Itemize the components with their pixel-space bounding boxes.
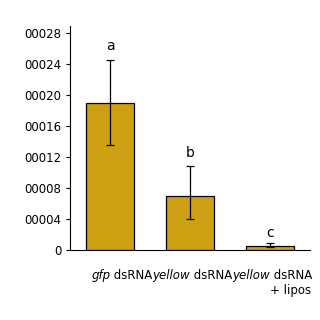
Text: dsRNA: dsRNA	[190, 269, 233, 282]
Text: dsRNA: dsRNA	[110, 269, 153, 282]
Text: yellow: yellow	[153, 269, 190, 282]
Bar	[246, 246, 294, 250]
Text: gfp: gfp	[91, 269, 110, 282]
Text: b: b	[186, 146, 195, 160]
Bar	[86, 103, 134, 250]
Text: c: c	[267, 226, 274, 240]
Text: yellow: yellow	[233, 269, 270, 282]
Text: a: a	[106, 39, 115, 52]
Bar	[166, 196, 214, 250]
Text: dsRNA
+ lipos: dsRNA + lipos	[270, 269, 313, 297]
